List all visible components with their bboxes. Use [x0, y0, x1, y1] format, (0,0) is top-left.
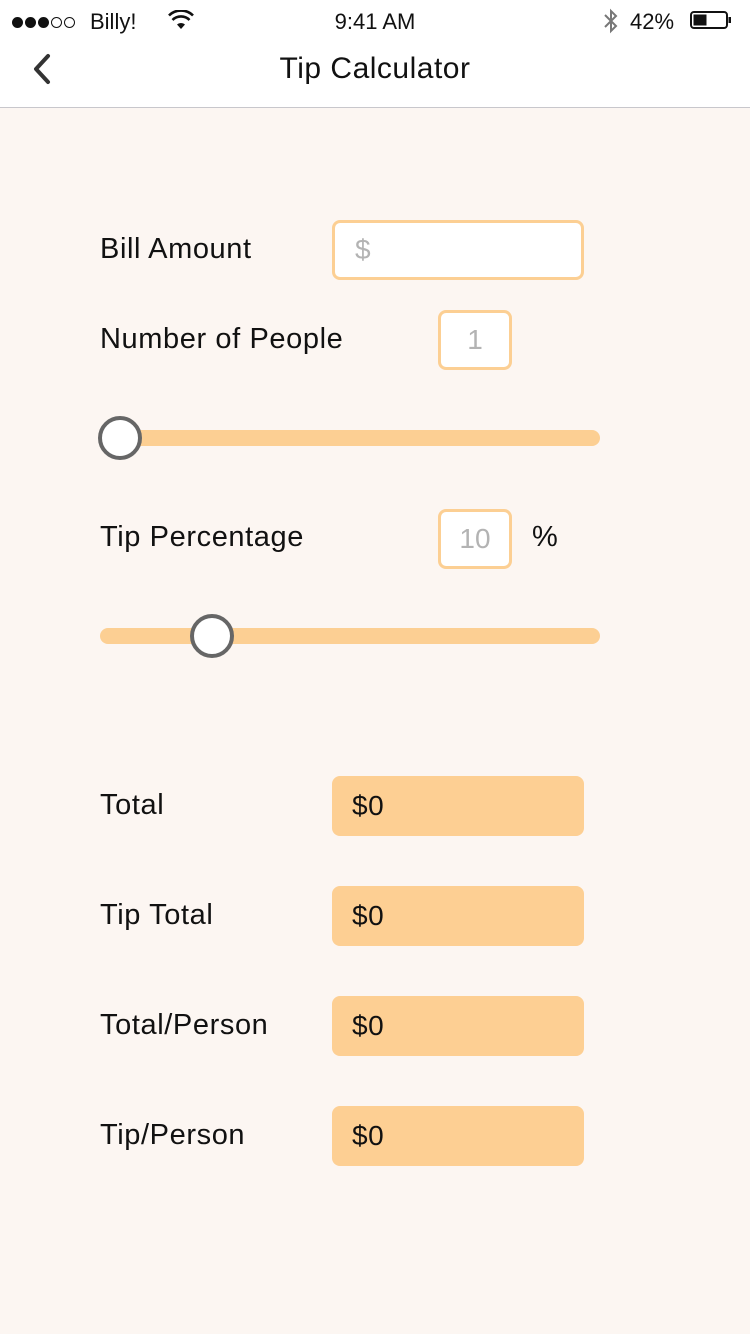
bill-amount-label: Bill Amount [100, 233, 252, 265]
number-of-people-input[interactable] [441, 313, 509, 367]
wifi-icon [168, 10, 194, 29]
number-of-people-field-frame [438, 310, 512, 370]
people-slider-thumb[interactable] [98, 416, 142, 460]
carrier-name: Billy! [90, 9, 137, 34]
tip-total-value: $0 [332, 886, 584, 946]
tip-total-label: Tip Total [100, 899, 214, 931]
clock: 9:41 AM [334, 9, 416, 34]
battery-percentage: 42% [630, 9, 675, 34]
people-slider-track[interactable] [100, 430, 600, 446]
chevron-left-icon[interactable] [28, 52, 58, 86]
tip-percentage-label: Tip Percentage [100, 521, 304, 553]
bluetooth-icon [604, 8, 618, 34]
tip-slider-track[interactable] [100, 628, 600, 644]
tip-percentage-input[interactable] [441, 512, 509, 566]
total-per-person-label: Total/Person [100, 1009, 269, 1041]
navigation-bar: Tip Calculator [0, 40, 750, 108]
tip-per-person-label: Tip/Person [100, 1119, 246, 1151]
number-of-people-label: Number of People [100, 323, 344, 355]
signal-strength-icon [12, 8, 77, 34]
tip-slider-thumb[interactable] [190, 614, 234, 658]
tip-percentage-field-frame [438, 509, 512, 569]
total-label: Total [100, 789, 165, 821]
bill-amount-field-frame [332, 220, 584, 280]
battery-icon [690, 11, 731, 29]
status-bar: Billy! 9:41 AM 42% [0, 0, 750, 40]
bill-amount-input[interactable] [353, 223, 581, 277]
page-title: Tip Calculator [279, 52, 471, 85]
total-value: $0 [332, 776, 584, 836]
percent-sign: % [532, 521, 558, 553]
tip-per-person-value: $0 [332, 1106, 584, 1166]
total-per-person-value: $0 [332, 996, 584, 1056]
